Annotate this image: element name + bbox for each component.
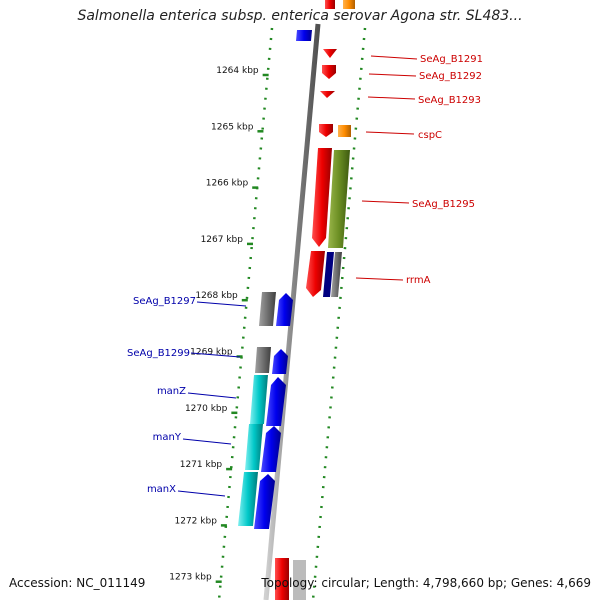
gene-arrow-cspc-orange[interactable] [338,125,351,137]
gene-arrow-many-blue[interactable] [261,426,281,472]
kbp-tick-label: 1269 kbp [190,348,233,358]
label-connector [368,73,417,77]
gene-label-seag-b1292[interactable]: SeAg_B1292 [419,71,482,82]
gene-arrow[interactable] [296,30,312,41]
gene-arrow-manz[interactable] [250,375,268,424]
kbp-ticks: 1264 kbp 1265 kbp 1266 kbp 1267 kbp 1268 kbp… [169,66,269,583]
gene-label-manz[interactable]: manZ [157,386,186,397]
kbp-tick-label: 1265 kbp [211,122,254,132]
gene-arrow-seag-b1295[interactable] [312,148,332,247]
gene-arrow-seag-b1292[interactable] [322,65,336,79]
gene-arrow-manz-blue[interactable] [266,377,286,426]
label-connector [361,200,410,204]
topology-text: Topology: circular; Length: 4,798,660 bp… [261,576,591,590]
gene-label-seag-b1291[interactable]: SeAg_B1291 [420,54,483,65]
gene-arrow-seag-b1297-blue[interactable] [276,293,293,326]
label-connector [365,131,415,135]
labels-left: SeAg_B1297 SeAg_B1299 manZ manY manX [127,296,247,497]
gene-arrow-seag-b1299[interactable] [255,347,271,373]
kbp-tick-label: 1271 kbp [180,460,223,470]
label-connector [187,392,237,399]
gene-arrow-many[interactable] [245,424,263,470]
gene-label-many[interactable]: manY [153,432,182,443]
gene-label-cspc[interactable]: cspC [418,130,442,141]
gene-arrow[interactable] [275,558,289,600]
gene-label-seag-b1299[interactable]: SeAg_B1299 [127,348,190,359]
label-connector [190,352,241,358]
gene-label-seag-b1295[interactable]: SeAg_B1295 [412,199,475,210]
gene-label-rrma[interactable]: rrmA [406,275,431,286]
kbp-tick-label: 1267 kbp [201,235,244,245]
genes-forward-strand [238,30,312,529]
kbp-tick-label: 1266 kbp [206,179,249,189]
gene-arrow[interactable] [343,0,355,9]
gene-arrow-seag-b1293[interactable] [320,91,335,98]
label-connector [367,96,416,100]
label-connector [196,301,247,307]
gene-arrow-seag-b1297[interactable] [259,292,276,326]
kbp-tick-label: 1273 kbp [169,573,212,583]
kbp-tick-label: 1268 kbp [195,291,238,301]
label-connector [355,277,404,281]
label-connector [182,438,232,445]
gene-arrow-rrma-gray[interactable] [331,252,342,297]
gene-arrow-seag-b1299-blue[interactable] [272,349,288,374]
gene-label-seag-b1293[interactable]: SeAg_B1293 [418,95,481,106]
labels-right: SeAg_B1291 SeAg_B1292 SeAg_B1293 cspC Se… [355,54,483,286]
gene-arrow-cspc[interactable] [319,124,333,137]
kbp-tick-label: 1270 kbp [185,404,228,414]
gene-arrow[interactable] [325,0,335,9]
gene-arrow-manx[interactable] [238,472,258,526]
kbp-tick-label: 1272 kbp [175,516,218,526]
label-connector [370,55,418,60]
gene-label-manx[interactable]: manX [147,484,176,495]
track-boundary-right [311,27,367,600]
accession-text: Accession: NC_011149 [9,576,146,590]
gene-arrow-seag-b1291[interactable] [323,49,337,58]
gene-arrow-manx-blue[interactable] [254,474,275,529]
gene-arrow[interactable] [293,560,306,600]
genes-reverse-strand [275,0,355,600]
kbp-tick-label: 1264 kbp [216,66,259,76]
gene-arrow-seag-b1295-olive[interactable] [328,150,350,248]
backbone [263,23,321,600]
gene-arrow-rrma[interactable] [306,251,325,297]
gene-arrow-rrma-navy[interactable] [323,252,334,297]
label-connector [177,490,226,497]
genome-title: Salmonella enterica subsp. enterica sero… [77,8,523,24]
gene-label-seag-b1297[interactable]: SeAg_B1297 [133,296,196,307]
